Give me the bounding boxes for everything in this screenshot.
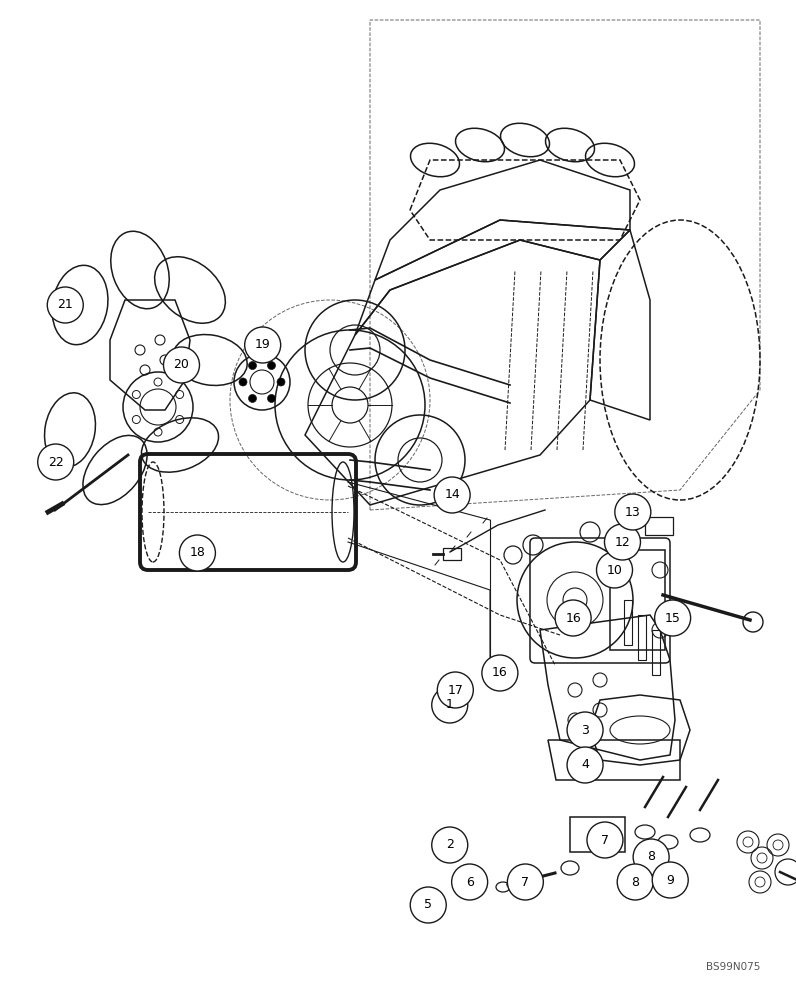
Text: 17: 17 bbox=[447, 684, 463, 696]
Bar bbox=[624, 600, 632, 645]
Circle shape bbox=[652, 862, 689, 898]
Bar bbox=[443, 548, 461, 560]
Bar bbox=[652, 630, 660, 675]
Circle shape bbox=[451, 864, 488, 900]
Text: 4: 4 bbox=[581, 758, 589, 772]
Circle shape bbox=[567, 712, 603, 748]
Text: 12: 12 bbox=[615, 536, 630, 548]
Circle shape bbox=[248, 394, 256, 402]
Circle shape bbox=[267, 362, 275, 370]
Text: 15: 15 bbox=[665, 611, 681, 624]
Circle shape bbox=[587, 822, 623, 858]
Circle shape bbox=[633, 839, 669, 875]
Circle shape bbox=[179, 535, 216, 571]
Text: 5: 5 bbox=[424, 898, 432, 912]
Text: 2: 2 bbox=[446, 838, 454, 852]
Text: 16: 16 bbox=[565, 611, 581, 624]
Bar bbox=[610, 550, 665, 650]
Text: 22: 22 bbox=[48, 456, 64, 468]
Text: BS99N075: BS99N075 bbox=[705, 962, 760, 972]
Circle shape bbox=[244, 327, 281, 363]
Circle shape bbox=[431, 827, 468, 863]
Bar bbox=[645, 517, 673, 535]
Circle shape bbox=[437, 672, 474, 708]
Text: 19: 19 bbox=[255, 338, 271, 352]
Circle shape bbox=[482, 655, 518, 691]
Text: 18: 18 bbox=[189, 546, 205, 560]
Circle shape bbox=[431, 687, 468, 723]
Text: 8: 8 bbox=[647, 850, 655, 863]
Text: 8: 8 bbox=[631, 876, 639, 888]
Circle shape bbox=[277, 378, 285, 386]
Text: 9: 9 bbox=[666, 874, 674, 886]
Text: 16: 16 bbox=[492, 666, 508, 680]
Circle shape bbox=[615, 494, 651, 530]
Text: 14: 14 bbox=[444, 488, 460, 502]
Text: 7: 7 bbox=[601, 834, 609, 846]
Text: 6: 6 bbox=[466, 876, 474, 888]
Circle shape bbox=[617, 864, 654, 900]
Circle shape bbox=[507, 864, 544, 900]
Circle shape bbox=[163, 347, 200, 383]
Circle shape bbox=[604, 524, 641, 560]
Text: 7: 7 bbox=[521, 876, 529, 888]
Text: 3: 3 bbox=[581, 724, 589, 736]
Text: 21: 21 bbox=[57, 298, 73, 312]
Circle shape bbox=[567, 747, 603, 783]
Circle shape bbox=[410, 887, 447, 923]
Circle shape bbox=[47, 287, 84, 323]
Text: 10: 10 bbox=[607, 564, 622, 576]
Text: 20: 20 bbox=[174, 359, 189, 371]
Circle shape bbox=[239, 378, 247, 386]
Bar bbox=[638, 615, 646, 660]
Text: 1: 1 bbox=[446, 698, 454, 712]
Circle shape bbox=[555, 600, 591, 636]
Circle shape bbox=[596, 552, 633, 588]
Circle shape bbox=[654, 600, 691, 636]
Circle shape bbox=[267, 394, 275, 402]
Circle shape bbox=[248, 362, 256, 370]
Bar bbox=[570, 817, 625, 852]
Circle shape bbox=[37, 444, 74, 480]
Text: 13: 13 bbox=[625, 506, 641, 518]
Circle shape bbox=[434, 477, 470, 513]
